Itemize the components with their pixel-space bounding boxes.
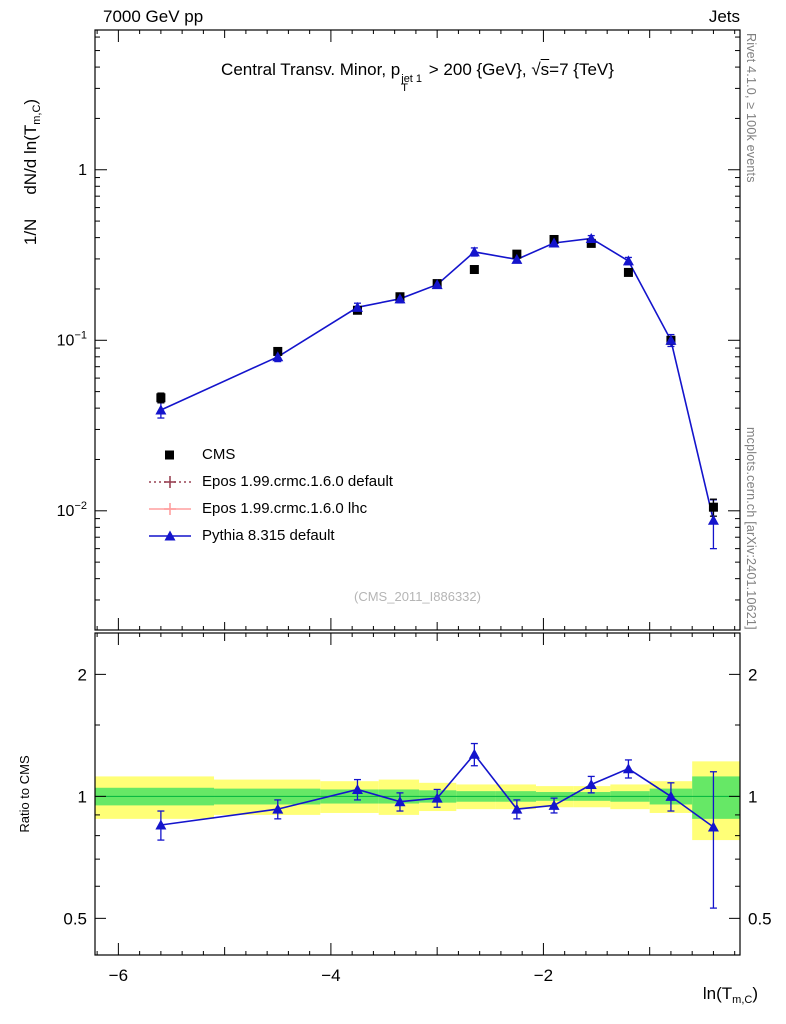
sqrt-arg: s: [540, 60, 550, 79]
analysis-group-label: Jets: [708, 7, 740, 26]
x-label-pre: ln(T: [702, 984, 733, 1003]
svg-text:10−2: 10−2: [57, 500, 87, 520]
title-seg2: > 200 {GeV},: [424, 60, 532, 79]
svg-text:1: 1: [748, 787, 757, 806]
legend-label: CMS: [202, 446, 236, 463]
x-label-post: ): [752, 984, 758, 1003]
y-label-main: dN/d ln(T: [21, 124, 40, 195]
title-seg1: Central Transv. Minor, p: [221, 60, 401, 79]
epos-lhc-marker-icon: [149, 502, 191, 515]
title-seg3: =7 {TeV}: [549, 60, 614, 79]
y-axis-label: 1/N dN/d ln(Tm,C): [21, 22, 45, 322]
title-sub: T: [401, 82, 408, 94]
title-sup: jet 1: [401, 73, 423, 85]
legend-item-cms: CMS: [146, 441, 393, 468]
legend-item-epos-lhc: Epos 1.99.crmc.1.6.0 lhc: [146, 495, 393, 522]
y-label-norm: 1/N: [21, 218, 40, 246]
svg-text:1: 1: [78, 787, 87, 806]
legend-item-pythia: Pythia 8.315 default: [146, 522, 393, 549]
x-label-sub: m,C: [732, 994, 753, 1006]
analysis-id-watermark: (CMS_2011_I886332): [354, 589, 481, 604]
ratio-axis-label: Ratio to CMS: [17, 755, 32, 833]
svg-text:0.5: 0.5: [63, 909, 87, 928]
svg-text:2: 2: [748, 665, 757, 684]
legend-label: Epos 1.99.crmc.1.6.0 lhc: [202, 500, 368, 517]
svg-text:2: 2: [78, 665, 87, 684]
x-axis-label: ln(Tm,C): [703, 984, 758, 1006]
sqrt-sign: √: [531, 60, 541, 79]
svg-text:−4: −4: [321, 966, 340, 985]
beam-energy-label: 7000 GeV pp: [103, 7, 204, 26]
legend-item-epos-default: Epos 1.99.crmc.1.6.0 default: [146, 468, 393, 495]
svg-text:1: 1: [78, 162, 87, 179]
y-label-end: ): [21, 98, 40, 105]
svg-text:−6: −6: [109, 966, 128, 985]
rivet-version-note: Rivet 4.1.0, ≥ 100k events: [744, 33, 758, 183]
svg-text:−2: −2: [534, 966, 553, 985]
svg-text:10−1: 10−1: [57, 329, 87, 349]
pythia-marker-icon: [149, 530, 191, 540]
legend-label: Pythia 8.315 default: [202, 527, 335, 544]
epos-default-marker-icon: [149, 475, 191, 488]
legend: CMS Epos 1.99.crmc.1.6.0 default Epos 1.…: [146, 441, 393, 549]
svg-text:0.5: 0.5: [748, 909, 772, 928]
y-label-sub: m,C: [31, 104, 43, 125]
mcplots-arxiv-note: mcplots.cern.ch [arXiv:2401.10621]: [744, 427, 758, 630]
cms-marker-icon: [165, 450, 174, 459]
legend-label: Epos 1.99.crmc.1.6.0 default: [202, 473, 393, 490]
